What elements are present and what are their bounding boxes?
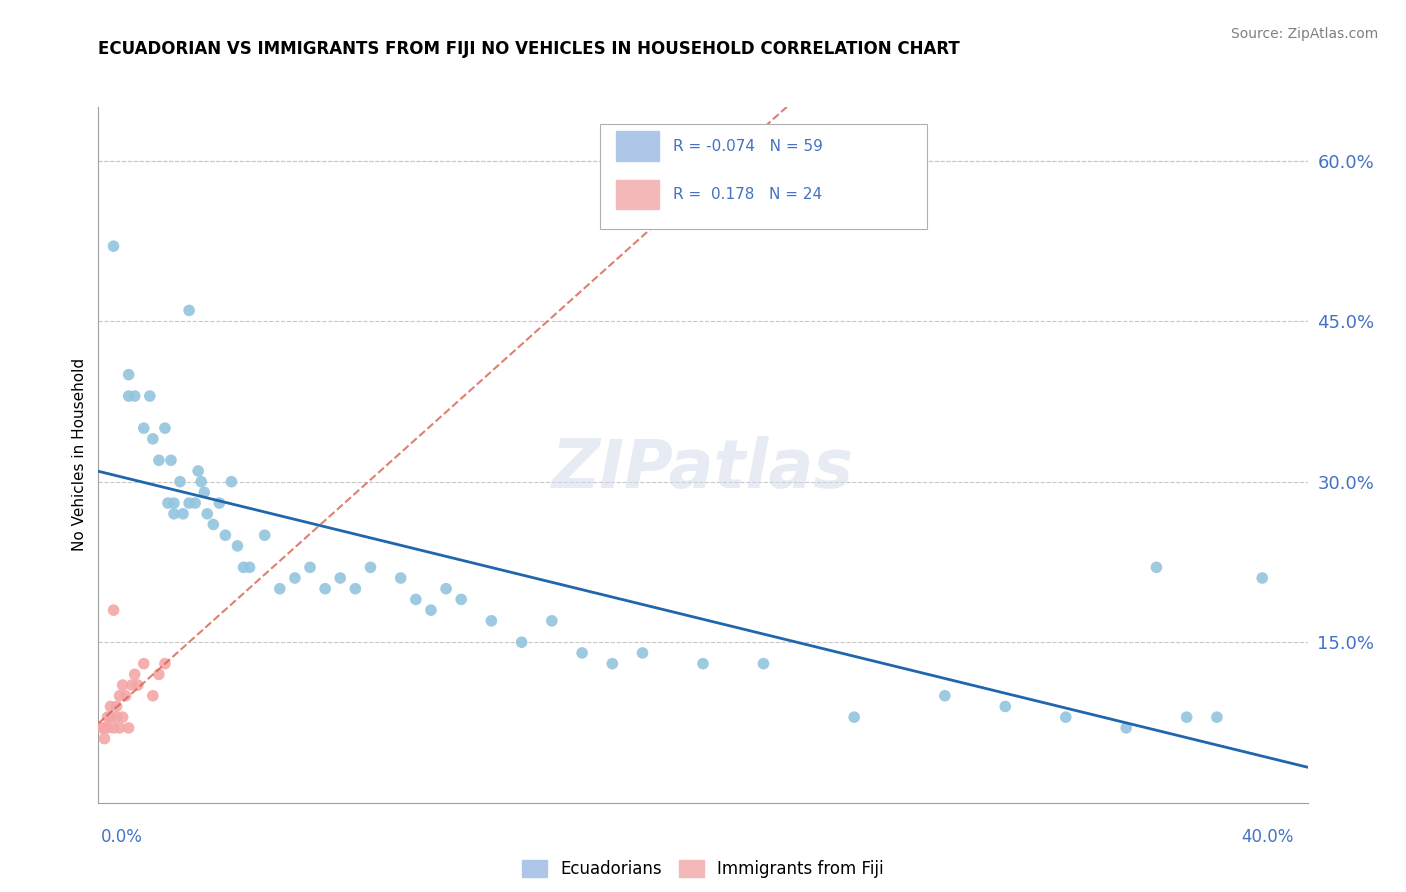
Point bbox=[153, 657, 176, 671]
Point bbox=[190, 475, 212, 489]
Text: Source: ZipAtlas.com: Source: ZipAtlas.com bbox=[1230, 27, 1378, 41]
Point bbox=[1251, 571, 1274, 585]
Point bbox=[148, 453, 170, 467]
Point bbox=[360, 560, 382, 574]
Text: 0.0%: 0.0% bbox=[101, 828, 143, 846]
Point bbox=[214, 528, 236, 542]
Text: R = -0.074   N = 59: R = -0.074 N = 59 bbox=[672, 138, 823, 153]
Point bbox=[153, 421, 176, 435]
Y-axis label: No Vehicles in Household: No Vehicles in Household bbox=[72, 359, 87, 551]
Point bbox=[121, 678, 143, 692]
Point bbox=[114, 689, 136, 703]
Point bbox=[602, 657, 624, 671]
Point bbox=[93, 721, 115, 735]
Point bbox=[419, 603, 441, 617]
Point bbox=[631, 646, 654, 660]
Point bbox=[1206, 710, 1229, 724]
Point bbox=[202, 517, 225, 532]
Point bbox=[314, 582, 336, 596]
Point bbox=[172, 507, 194, 521]
Point bbox=[752, 657, 775, 671]
Point bbox=[118, 721, 141, 735]
Point bbox=[184, 496, 207, 510]
Point bbox=[389, 571, 412, 585]
Point bbox=[132, 421, 155, 435]
FancyBboxPatch shape bbox=[616, 131, 659, 161]
Point bbox=[195, 507, 218, 521]
Point bbox=[844, 710, 866, 724]
Point bbox=[253, 528, 276, 542]
Point bbox=[100, 710, 122, 724]
Point bbox=[90, 721, 112, 735]
Point bbox=[481, 614, 503, 628]
Point bbox=[540, 614, 562, 628]
Point bbox=[132, 657, 155, 671]
Point bbox=[193, 485, 215, 500]
Point bbox=[142, 432, 165, 446]
Point bbox=[148, 667, 170, 681]
Point bbox=[177, 303, 201, 318]
Point bbox=[96, 721, 118, 735]
Point bbox=[226, 539, 249, 553]
Point bbox=[103, 603, 125, 617]
Point bbox=[111, 710, 134, 724]
Point bbox=[105, 710, 128, 724]
Point bbox=[100, 699, 122, 714]
Point bbox=[108, 689, 131, 703]
Point bbox=[142, 689, 165, 703]
Point bbox=[127, 678, 149, 692]
Text: R =  0.178   N = 24: R = 0.178 N = 24 bbox=[672, 187, 823, 202]
Point bbox=[105, 699, 128, 714]
Point bbox=[434, 582, 457, 596]
Point bbox=[299, 560, 322, 574]
Point bbox=[232, 560, 254, 574]
Point bbox=[139, 389, 162, 403]
Legend: Ecuadorians, Immigrants from Fiji: Ecuadorians, Immigrants from Fiji bbox=[516, 854, 890, 885]
Point bbox=[118, 389, 141, 403]
Point bbox=[124, 389, 146, 403]
Point bbox=[221, 475, 243, 489]
Point bbox=[103, 239, 125, 253]
Point bbox=[510, 635, 533, 649]
Point bbox=[329, 571, 352, 585]
Point bbox=[156, 496, 179, 510]
Point bbox=[96, 710, 118, 724]
Point bbox=[93, 731, 115, 746]
Point bbox=[163, 496, 186, 510]
Point bbox=[994, 699, 1017, 714]
Point bbox=[169, 475, 191, 489]
Point bbox=[177, 496, 201, 510]
Point bbox=[269, 582, 291, 596]
FancyBboxPatch shape bbox=[616, 180, 659, 210]
Text: ZIPatlas: ZIPatlas bbox=[553, 436, 853, 502]
Point bbox=[163, 507, 186, 521]
Point bbox=[692, 657, 714, 671]
Point bbox=[1175, 710, 1198, 724]
Point bbox=[344, 582, 367, 596]
Point bbox=[111, 678, 134, 692]
Point bbox=[160, 453, 183, 467]
Point bbox=[208, 496, 231, 510]
Point bbox=[1054, 710, 1077, 724]
Point bbox=[124, 667, 146, 681]
Point bbox=[934, 689, 956, 703]
Point bbox=[103, 721, 125, 735]
Point bbox=[118, 368, 141, 382]
Point bbox=[1115, 721, 1137, 735]
FancyBboxPatch shape bbox=[600, 124, 927, 229]
Point bbox=[239, 560, 262, 574]
Point bbox=[187, 464, 209, 478]
Point bbox=[108, 721, 131, 735]
Point bbox=[284, 571, 307, 585]
Point bbox=[450, 592, 472, 607]
Text: 40.0%: 40.0% bbox=[1241, 828, 1294, 846]
Text: ECUADORIAN VS IMMIGRANTS FROM FIJI NO VEHICLES IN HOUSEHOLD CORRELATION CHART: ECUADORIAN VS IMMIGRANTS FROM FIJI NO VE… bbox=[98, 40, 960, 58]
Point bbox=[571, 646, 593, 660]
Point bbox=[1144, 560, 1167, 574]
Point bbox=[405, 592, 427, 607]
